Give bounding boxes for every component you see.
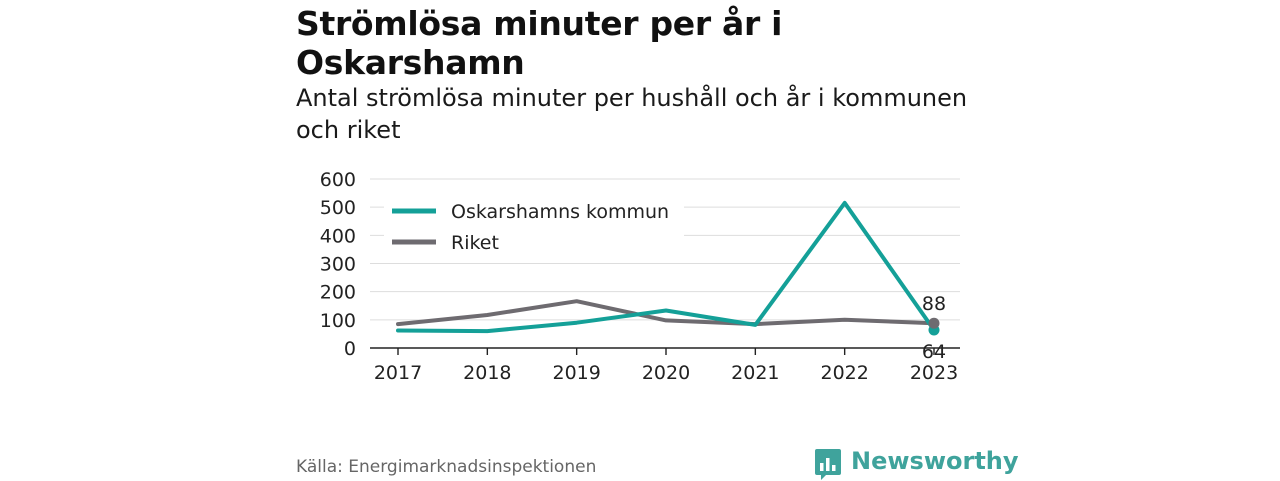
- x-tick-label: 2019: [552, 362, 600, 384]
- brand-name: Newsworthy: [851, 447, 1019, 475]
- data-label: 64: [922, 341, 946, 363]
- x-tick-label: 2020: [642, 362, 690, 384]
- y-tick-label: 200: [320, 282, 356, 304]
- x-tick-label: 2022: [820, 362, 868, 384]
- chart-subtitle: Antal strömlösa minuter per hushåll och …: [296, 84, 968, 144]
- source-note: Källa: Energimarknadsinspektionen: [296, 457, 597, 477]
- chart-title: Strömlösa minuter per år i Oskarshamn: [296, 4, 783, 82]
- legend: Oskarshamns kommun Riket: [384, 190, 684, 262]
- legend-label: Oskarshamns kommun: [451, 201, 669, 223]
- bar-chart-icon: [815, 449, 841, 480]
- end-point: [928, 317, 940, 329]
- y-tick-label: 300: [320, 254, 356, 276]
- x-tick-label: 2017: [374, 362, 422, 384]
- x-tick-label: 2023: [910, 362, 958, 384]
- line-chart: 0 100 200 300 400 500 600 2017 2018 2019 2020 2021…: [320, 169, 960, 384]
- series-line: [396, 299, 936, 327]
- y-tick-label: 600: [320, 169, 356, 191]
- y-tick-label: 0: [344, 338, 356, 360]
- chart-card: Strömlösa minuter per år i Oskarshamn An…: [296, 0, 1019, 480]
- data-label: 88: [922, 293, 946, 315]
- x-tick-label: 2018: [463, 362, 511, 384]
- x-axis: 2017 2018 2019 2020 2021 2022 2023: [370, 347, 960, 384]
- y-tick-label: 500: [320, 197, 356, 219]
- end-labels: 64 88: [922, 293, 946, 363]
- y-tick-label: 400: [320, 225, 356, 247]
- y-axis-ticks: 0 100 200 300 400 500 600: [320, 169, 356, 360]
- series-lines: [396, 200, 940, 336]
- y-tick-label: 100: [320, 310, 356, 332]
- legend-background: [384, 190, 684, 262]
- series-line: [396, 200, 936, 334]
- x-tick-label: 2021: [731, 362, 779, 384]
- legend-label: Riket: [451, 232, 499, 254]
